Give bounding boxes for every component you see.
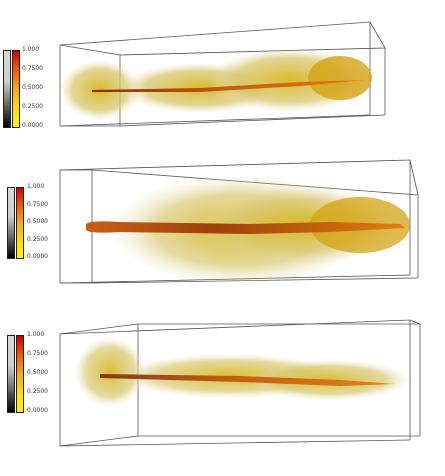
legend-tick-0250: 0.2500: [22, 103, 43, 110]
opacity-ramp: [7, 187, 15, 259]
legend-tick-0500: 0.5000: [22, 84, 43, 91]
plume-scene-top: [59, 21, 386, 127]
bounding-box: [59, 319, 421, 447]
legend-tick-0750: 0.7500: [22, 65, 43, 72]
plume-core: [92, 80, 365, 92]
legend-tick-0: 0.0000: [27, 253, 48, 260]
legend-tick-0: 0.0000: [27, 407, 48, 414]
volume-render-panel-middle: 1.000 0.7500 0.5000 0.2500 0.0000: [0, 150, 445, 300]
legend-tick-0750: 0.7500: [27, 201, 48, 208]
plume-scene-middle: [59, 159, 419, 285]
legend-tick-0250: 0.2500: [27, 388, 48, 395]
color-ramp: [12, 50, 20, 128]
color-ramp: [16, 187, 24, 259]
legend-tick-1: 1.000: [27, 183, 45, 190]
bounding-box: [59, 21, 386, 127]
colormap-legend-top: 1.000 0.7500 0.5000 0.2500 0.0000: [3, 46, 53, 130]
volume-render-panel-top: 1.000 0.7500 0.5000 0.2500 0.0000: [0, 0, 445, 150]
legend-tick-0250: 0.2500: [27, 236, 48, 243]
plume-core: [100, 374, 395, 386]
opacity-ramp: [3, 50, 11, 128]
plume: [75, 337, 410, 407]
plume: [60, 48, 372, 120]
colormap-legend-middle: 1.000 0.7500 0.5000 0.2500 0.0000: [7, 183, 57, 267]
colormap-legend-bottom: 1.000 0.7500 0.5000 0.2500 0.0000: [7, 331, 57, 415]
plume-core: [86, 221, 405, 234]
plume: [86, 175, 410, 285]
plume-scene-bottom: [59, 319, 421, 447]
legend-tick-0: 0.0000: [22, 122, 43, 129]
legend-tick-0500: 0.5000: [27, 369, 48, 376]
opacity-ramp: [7, 335, 15, 413]
legend-tick-0750: 0.7500: [27, 350, 48, 357]
legend-tick-0500: 0.5000: [27, 218, 48, 225]
volume-render-panel-bottom: 1.000 0.7500 0.5000 0.2500 0.0000: [0, 300, 445, 476]
color-ramp: [16, 335, 24, 413]
legend-tick-1: 1.000: [27, 331, 45, 338]
legend-tick-1: 1.000: [22, 46, 40, 53]
